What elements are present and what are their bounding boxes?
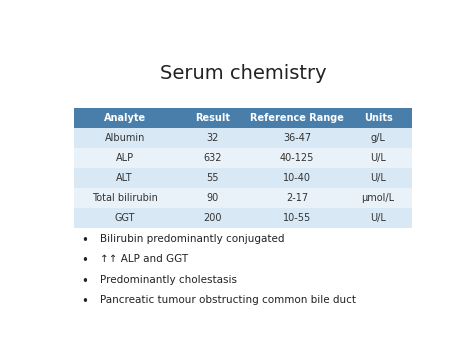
Bar [74, 128, 412, 148]
Text: Serum chemistry: Serum chemistry [160, 65, 326, 83]
Text: •: • [82, 234, 88, 247]
Text: U/L: U/L [370, 213, 386, 223]
Text: Total bilirubin: Total bilirubin [91, 193, 157, 203]
Text: μmol/L: μmol/L [362, 193, 395, 203]
Text: 32: 32 [206, 133, 219, 143]
Text: 200: 200 [203, 213, 222, 223]
Text: ↑↑ ALP and GGT: ↑↑ ALP and GGT [100, 255, 188, 264]
Text: •: • [82, 255, 88, 267]
Text: 90: 90 [206, 193, 219, 203]
Text: Albumin: Albumin [104, 133, 145, 143]
Text: U/L: U/L [370, 173, 386, 183]
Bar [74, 208, 412, 228]
Text: 36-47: 36-47 [283, 133, 311, 143]
Text: Analyte: Analyte [104, 113, 146, 123]
Text: Bilirubin predominantly conjugated: Bilirubin predominantly conjugated [100, 234, 284, 244]
Bar [74, 148, 412, 168]
Bar [74, 188, 412, 208]
Text: •: • [82, 275, 88, 288]
Text: ALP: ALP [116, 153, 134, 163]
Text: Pancreatic tumour obstructing common bile duct: Pancreatic tumour obstructing common bil… [100, 295, 356, 305]
Text: g/L: g/L [371, 133, 385, 143]
Text: Reference Range: Reference Range [250, 113, 344, 123]
Text: 2-17: 2-17 [286, 193, 308, 203]
Text: 40-125: 40-125 [280, 153, 314, 163]
Text: 10-55: 10-55 [283, 213, 311, 223]
Text: U/L: U/L [370, 153, 386, 163]
Text: Predominantly cholestasis: Predominantly cholestasis [100, 275, 237, 285]
Text: ALT: ALT [116, 173, 133, 183]
Text: 632: 632 [203, 153, 222, 163]
Bar [74, 168, 412, 188]
Text: 10-40: 10-40 [283, 173, 311, 183]
Bar [74, 108, 412, 128]
Text: Result: Result [195, 113, 230, 123]
Text: •: • [82, 295, 88, 308]
Text: Units: Units [364, 113, 392, 123]
Text: GGT: GGT [114, 213, 135, 223]
Text: 55: 55 [206, 173, 219, 183]
